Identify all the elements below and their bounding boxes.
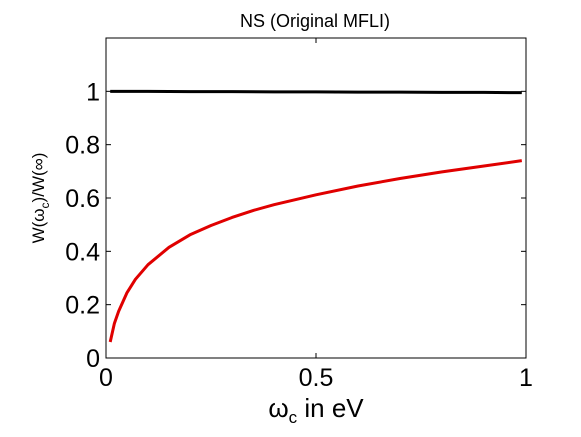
y-axis-ticks: 0 0.2 0.4 0.6 0.8 1 xyxy=(65,78,526,373)
x-tick-label: 0.5 xyxy=(299,364,334,392)
y-axis-label-part-a: W(ω xyxy=(29,208,48,243)
x-tick-label: 1 xyxy=(519,364,533,392)
y-axis-label-subscript: c xyxy=(38,202,52,208)
y-tick-label: 0.6 xyxy=(65,185,100,213)
y-axis-label: W(ωc)/W(∞) xyxy=(29,153,52,244)
series-line-1 xyxy=(110,89,522,95)
plot-area-frame xyxy=(105,37,527,359)
x-axis-label-main: ω xyxy=(268,393,288,423)
y-tick-label: 0.4 xyxy=(65,238,100,266)
y-tick-label: 1 xyxy=(86,78,100,106)
plot-lines xyxy=(108,89,523,343)
x-tick-label: 0 xyxy=(99,364,113,392)
y-tick-label: 0 xyxy=(86,345,100,373)
x-axis-label-subscript: c xyxy=(289,408,298,427)
y-tick-label: 0.2 xyxy=(65,292,100,320)
series-line-2 xyxy=(108,159,523,343)
x-axis-label-rest: in eV xyxy=(297,393,364,423)
x-axis-label: ωc in eV xyxy=(268,393,364,427)
chart-title: NS (Original MFLI) xyxy=(240,11,390,31)
y-tick-label: 0.8 xyxy=(65,132,100,160)
y-axis-label-part-b: )/W(∞) xyxy=(29,153,48,203)
x-axis-ticks: 0 0.5 1 xyxy=(99,38,533,392)
